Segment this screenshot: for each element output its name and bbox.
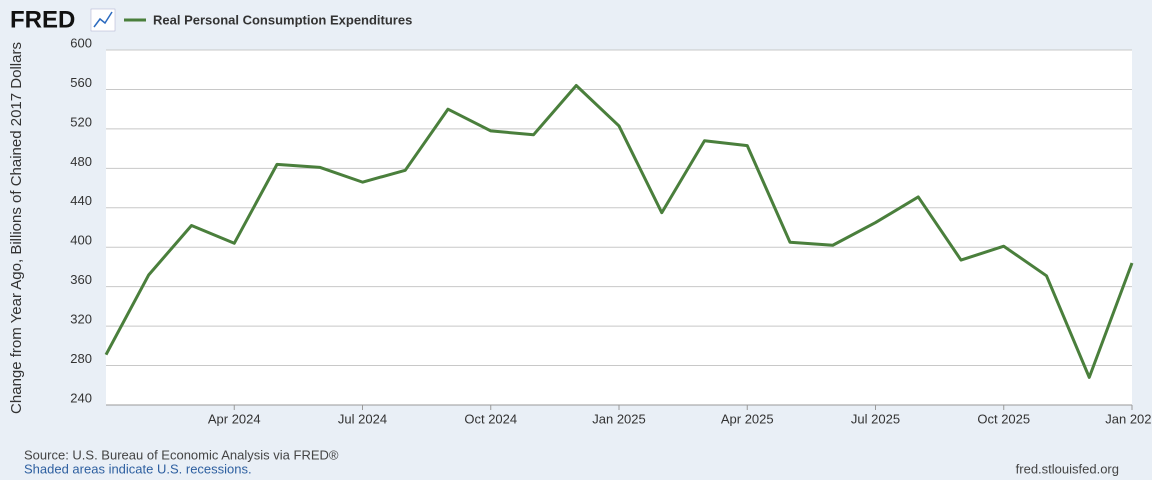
- y-tick-label: 240: [70, 390, 92, 405]
- x-tick-label: Jan 2026: [1105, 411, 1152, 426]
- logo: FRED: [10, 6, 75, 33]
- plot-area: [106, 50, 1132, 405]
- y-tick-label: 400: [70, 233, 92, 248]
- y-tick-label: 440: [70, 193, 92, 208]
- y-tick-label: 280: [70, 351, 92, 366]
- y-tick-label: 360: [70, 272, 92, 287]
- x-tick-label: Apr 2024: [208, 411, 261, 426]
- x-tick-label: Apr 2025: [721, 411, 774, 426]
- x-tick-label: Jul 2024: [338, 411, 387, 426]
- data-line: [104, 84, 1134, 379]
- recession-note[interactable]: Shaded areas indicate U.S. recessions.: [24, 461, 252, 476]
- x-tick-label: Jan 2025: [592, 411, 646, 426]
- y-axis-label: Change from Year Ago, Billions of Chaine…: [8, 42, 25, 414]
- y-tick-label: 320: [70, 312, 92, 327]
- x-tick-label: Oct 2024: [464, 411, 517, 426]
- y-tick-label: 560: [70, 75, 92, 90]
- logo-icon: [90, 8, 116, 32]
- x-tick-label: Oct 2025: [977, 411, 1030, 426]
- y-tick-label: 520: [70, 114, 92, 129]
- y-tick-label: 480: [70, 154, 92, 169]
- legend-label: Real Personal Consumption Expenditures: [153, 12, 412, 27]
- source: Source: U.S. Bureau of Economic Analysis…: [24, 447, 339, 462]
- y-tick-label: 600: [70, 35, 92, 50]
- credit[interactable]: fred.stlouisfed.org: [1016, 461, 1119, 476]
- x-tick-label: Jul 2025: [851, 411, 900, 426]
